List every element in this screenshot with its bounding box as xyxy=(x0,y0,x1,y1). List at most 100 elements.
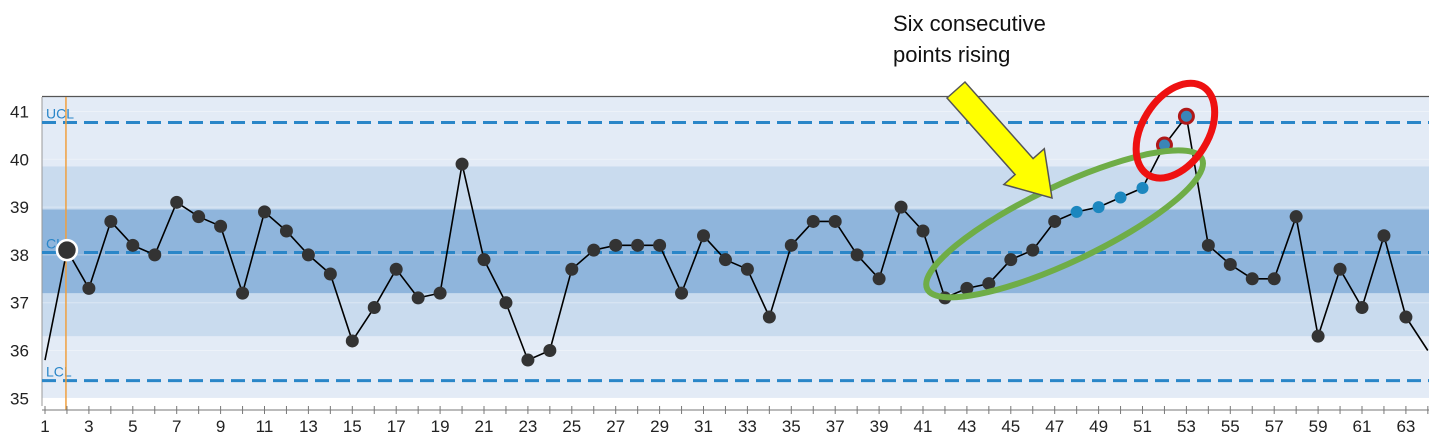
data-point xyxy=(301,248,315,262)
x-tick-label: 45 xyxy=(1001,417,1020,436)
data-point-selected xyxy=(55,238,79,262)
x-tick-label: 41 xyxy=(914,417,933,436)
data-point xyxy=(828,214,842,228)
data-point-trend xyxy=(1136,181,1149,194)
y-tick-label: 40 xyxy=(10,150,29,169)
x-tick-label: 21 xyxy=(475,417,494,436)
data-point-trend xyxy=(1070,205,1083,218)
x-tick-label: 27 xyxy=(606,417,625,436)
data-point xyxy=(1004,253,1018,267)
x-tick-label: 31 xyxy=(694,417,713,436)
y-tick-label: 36 xyxy=(10,342,29,361)
data-point xyxy=(609,238,623,252)
data-point xyxy=(148,248,162,262)
data-point xyxy=(258,205,271,219)
data-point xyxy=(1311,329,1325,343)
data-point xyxy=(675,286,689,300)
x-tick-label: 9 xyxy=(216,417,225,436)
data-point xyxy=(1355,300,1369,314)
x-tick-label: 47 xyxy=(1045,417,1064,436)
data-point xyxy=(740,262,754,276)
x-tick-label: 1 xyxy=(40,417,49,436)
data-point xyxy=(82,281,96,295)
data-point xyxy=(982,277,996,291)
ucl-label: UCL xyxy=(46,105,74,121)
data-point xyxy=(323,267,337,281)
y-axis: 35 36 37 38 39 40 41 xyxy=(10,103,29,409)
data-point xyxy=(433,286,447,300)
x-tick-label: 25 xyxy=(562,417,581,436)
y-tick-label: 39 xyxy=(10,198,29,217)
data-point xyxy=(784,238,798,252)
data-point xyxy=(894,200,908,214)
annotation-label: Six consecutive points rising xyxy=(893,11,1046,67)
y-tick-label: 37 xyxy=(10,294,29,313)
y-tick-label: 35 xyxy=(10,389,29,408)
data-point xyxy=(345,334,359,348)
data-point xyxy=(653,238,667,252)
x-tick-label: 3 xyxy=(84,417,93,436)
data-point-alert xyxy=(1177,107,1195,125)
x-tick-label: 53 xyxy=(1177,417,1196,436)
data-point-trend xyxy=(1114,191,1127,204)
data-point xyxy=(477,253,491,267)
data-point xyxy=(104,214,118,228)
data-point xyxy=(521,353,535,367)
data-point xyxy=(499,296,513,310)
data-point xyxy=(762,310,776,324)
x-tick-label: 7 xyxy=(172,417,181,436)
data-point xyxy=(1267,272,1281,286)
data-point xyxy=(170,195,184,209)
data-point-trend xyxy=(1092,201,1105,214)
x-tick-label: 61 xyxy=(1353,417,1372,436)
x-tick-label: 13 xyxy=(299,417,318,436)
x-tick-label: 33 xyxy=(738,417,757,436)
data-point xyxy=(806,214,820,228)
x-tick-label: 57 xyxy=(1265,417,1284,436)
data-point xyxy=(1048,214,1062,228)
data-point xyxy=(631,238,645,252)
data-points xyxy=(55,107,1413,367)
data-point xyxy=(697,229,710,243)
lcl-label: LCL xyxy=(46,364,72,380)
x-tick-label: 63 xyxy=(1396,417,1415,436)
data-point xyxy=(960,281,974,295)
x-tick-label: 49 xyxy=(1089,417,1108,436)
data-point xyxy=(389,262,403,276)
x-tick-label: 17 xyxy=(387,417,406,436)
data-point xyxy=(236,286,250,300)
data-point xyxy=(279,224,293,238)
data-point xyxy=(1201,238,1215,252)
data-point xyxy=(1245,272,1259,286)
x-tick-label: 55 xyxy=(1221,417,1240,436)
data-point xyxy=(126,238,140,252)
x-tick-label: 37 xyxy=(826,417,845,436)
x-axis: 1 3 5 7 9 11 13 15 17 19 21 23 25 27 29 31 33 35 37 39 41 43 4… xyxy=(40,406,1429,436)
data-point xyxy=(214,219,228,233)
x-tick-label: 35 xyxy=(782,417,801,436)
x-tick-label: 59 xyxy=(1309,417,1328,436)
data-point xyxy=(718,253,732,267)
data-point xyxy=(850,248,864,262)
y-tick-label: 38 xyxy=(10,246,29,265)
x-tick-label: 23 xyxy=(518,417,537,436)
data-point xyxy=(1026,243,1040,257)
data-point xyxy=(565,262,579,276)
data-point xyxy=(587,243,601,257)
data-point xyxy=(916,224,930,238)
annotation-arrow xyxy=(945,80,1053,200)
data-point xyxy=(543,344,557,357)
alert-ellipse xyxy=(1132,79,1219,182)
data-point xyxy=(872,272,886,286)
x-tick-label: 5 xyxy=(128,417,137,436)
data-point xyxy=(1289,210,1303,224)
x-tick-label: 29 xyxy=(650,417,669,436)
x-tick-label: 39 xyxy=(870,417,889,436)
x-tick-label: 51 xyxy=(1133,417,1152,436)
x-tick-label: 43 xyxy=(957,417,976,436)
data-point xyxy=(1333,262,1347,276)
data-point xyxy=(411,291,425,305)
data-point xyxy=(192,210,206,224)
